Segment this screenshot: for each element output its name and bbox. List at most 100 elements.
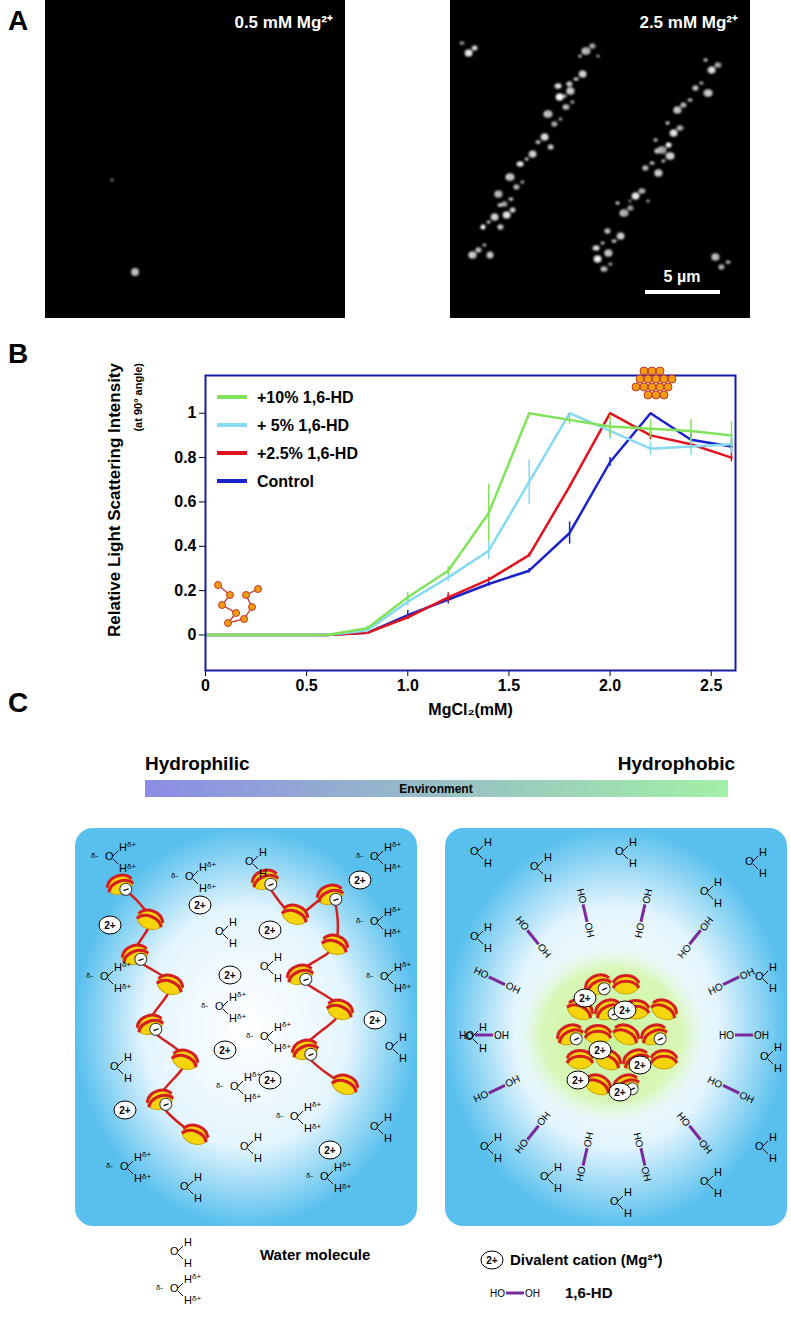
svg-text:δ+: δ+ (122, 960, 131, 969)
svg-text:δ+: δ+ (207, 882, 216, 891)
svg-text:H: H (629, 857, 637, 869)
svg-text:H: H (554, 1182, 562, 1194)
svg-text:0.2: 0.2 (174, 582, 196, 599)
svg-text:OH: OH (640, 888, 654, 905)
svg-text:5 µm: 5 µm (664, 268, 701, 285)
svg-text:O: O (245, 855, 254, 867)
svg-text:δ+: δ+ (342, 1182, 351, 1191)
svg-text:−: − (161, 1098, 171, 1111)
svg-text:2+: 2+ (264, 1075, 276, 1086)
svg-text:Water molecule: Water molecule (260, 1246, 370, 1263)
svg-text:δ+: δ+ (312, 1122, 321, 1131)
svg-text:O: O (745, 855, 754, 867)
svg-text:H: H (399, 1052, 407, 1064)
svg-text:δ-: δ- (86, 971, 93, 980)
svg-text:C: C (8, 687, 28, 718)
svg-text:H: H (274, 972, 282, 984)
svg-text:δ-: δ- (366, 971, 373, 980)
svg-text:H: H (544, 851, 552, 863)
svg-text:O: O (370, 1120, 379, 1132)
svg-text:2+: 2+ (194, 900, 206, 911)
svg-text:H: H (554, 1161, 562, 1173)
svg-text:H: H (134, 1151, 142, 1163)
svg-text:H: H (384, 906, 392, 918)
svg-text:2+: 2+ (619, 1005, 631, 1016)
svg-text:H: H (244, 1071, 252, 1083)
svg-text:O: O (260, 960, 269, 972)
svg-text:O: O (755, 1140, 764, 1152)
svg-text:H: H (479, 1021, 487, 1033)
svg-text:O: O (240, 1140, 249, 1152)
svg-text:2+: 2+ (634, 1060, 646, 1071)
svg-text:A: A (8, 5, 28, 36)
svg-text:H: H (134, 1172, 142, 1184)
svg-text:H: H (484, 857, 492, 869)
svg-text:2+: 2+ (264, 925, 276, 936)
svg-text:O: O (755, 970, 764, 982)
svg-text:+2.5% 1,6-HD: +2.5% 1,6-HD (257, 445, 358, 462)
svg-text:δ+: δ+ (282, 1020, 291, 1029)
svg-text:H: H (124, 1051, 132, 1063)
svg-text:δ+: δ+ (342, 1160, 351, 1169)
svg-text:OH: OH (738, 965, 756, 981)
svg-text:Hydrophilic: Hydrophilic (145, 753, 250, 774)
svg-text:δ+: δ+ (402, 982, 411, 991)
svg-text:O: O (700, 885, 709, 897)
svg-text:2+: 2+ (219, 1045, 231, 1056)
svg-text:OH: OH (754, 1030, 769, 1041)
svg-text:2+: 2+ (369, 1015, 381, 1026)
svg-text:δ-: δ- (356, 851, 363, 860)
svg-text:H: H (199, 861, 207, 873)
svg-text:H: H (759, 846, 767, 858)
svg-text:O: O (170, 1245, 179, 1257)
svg-text:δ+: δ+ (392, 905, 401, 914)
svg-text:δ+: δ+ (402, 960, 411, 969)
svg-text:O: O (110, 1060, 119, 1072)
svg-text:H: H (714, 1187, 722, 1199)
svg-text:H: H (629, 836, 637, 848)
svg-text:HO: HO (504, 980, 522, 997)
svg-text:δ+: δ+ (392, 862, 401, 871)
svg-text:H: H (714, 897, 722, 909)
svg-text:2+: 2+ (594, 1045, 606, 1056)
svg-text:H: H (254, 1131, 262, 1143)
svg-text:H: H (184, 1273, 192, 1285)
svg-text:OH: OH (639, 1166, 653, 1183)
svg-text:HO: HO (581, 1131, 595, 1148)
svg-text:OH: OH (472, 965, 490, 981)
svg-text:δ+: δ+ (142, 1150, 151, 1159)
svg-text:H: H (394, 961, 402, 973)
svg-text:H: H (494, 1131, 502, 1143)
svg-text:δ-: δ- (216, 1081, 223, 1090)
svg-text:H: H (184, 1294, 192, 1306)
svg-text:H: H (304, 1122, 312, 1134)
svg-text:δ-: δ- (91, 851, 98, 860)
svg-text:H: H (259, 867, 267, 879)
svg-text:δ-: δ- (156, 1283, 163, 1292)
svg-text:O: O (470, 845, 479, 857)
svg-text:H: H (774, 1041, 782, 1053)
svg-text:O: O (105, 850, 114, 862)
svg-text:H: H (399, 1031, 407, 1043)
svg-text:H: H (384, 862, 392, 874)
svg-text:O: O (385, 1040, 394, 1052)
svg-text:H: H (544, 872, 552, 884)
svg-text:HO: HO (706, 981, 724, 998)
svg-text:H: H (229, 916, 237, 928)
svg-text:2+: 2+ (579, 993, 591, 1004)
svg-text:HO: HO (490, 1288, 505, 1299)
svg-text:O: O (610, 1195, 619, 1207)
svg-text:−: − (331, 893, 341, 906)
svg-text:H: H (479, 1042, 487, 1054)
svg-text:δ-: δ- (356, 916, 363, 925)
svg-text:O: O (100, 970, 109, 982)
svg-text:1,6-HD: 1,6-HD (565, 1284, 613, 1301)
svg-text:1: 1 (188, 404, 197, 421)
svg-text:O: O (615, 845, 624, 857)
svg-text:OH: OH (513, 1137, 531, 1156)
svg-text:H: H (334, 1182, 342, 1194)
svg-text:H: H (769, 982, 777, 994)
svg-text:HO: HO (632, 922, 646, 939)
svg-text:H: H (114, 961, 122, 973)
svg-text:OH: OH (738, 1089, 756, 1105)
